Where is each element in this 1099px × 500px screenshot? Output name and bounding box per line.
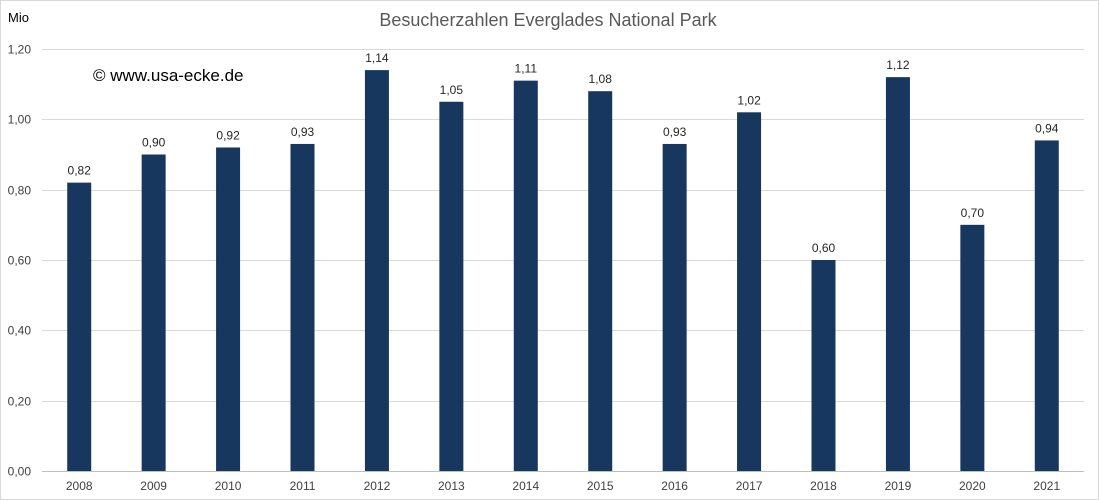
x-tick-label-2017: 2017 [736, 479, 763, 493]
bar-2013 [439, 101, 464, 471]
y-tick-label: 0,60 [8, 254, 32, 268]
data-label-2017: 1,02 [737, 93, 761, 107]
x-tick-label-2019: 2019 [885, 479, 912, 493]
data-labels: 0,82 0,90 0,92 0,93 1,14 1,05 1,11 1,08 0,93 1,02… [68, 51, 1059, 255]
x-tick-label-2015: 2015 [587, 479, 614, 493]
x-tick-label-2008: 2008 [66, 479, 93, 493]
x-tick-label-2020: 2020 [959, 479, 986, 493]
bar-2012 [364, 70, 389, 471]
bar-2014 [513, 80, 538, 472]
y-tick-label: 0,00 [8, 465, 32, 479]
y-axis-unit-label: Mio [8, 10, 29, 25]
data-label-2015: 1,08 [589, 72, 613, 86]
bar-2017 [737, 112, 762, 472]
data-label-2019: 1,12 [886, 58, 910, 72]
y-tick-label: 1,00 [8, 113, 32, 127]
y-axis-ticks: 0,00 0,20 0,40 0,60 0,80 1,00 1,20 [8, 43, 32, 479]
x-tick-label-2016: 2016 [661, 479, 688, 493]
data-label-2014: 1,11 [515, 62, 538, 76]
bar-2015 [588, 91, 613, 471]
watermark-text: © www.usa-ecke.de [93, 66, 243, 85]
bar-2008 [67, 182, 92, 471]
data-label-2018: 0,60 [812, 241, 836, 255]
bar-2009 [141, 154, 166, 471]
bar-2011 [290, 143, 315, 471]
x-tick-label-2010: 2010 [215, 479, 242, 493]
data-label-2010: 0,92 [216, 128, 240, 142]
bar-2016 [662, 143, 687, 471]
data-label-2020: 0,70 [961, 206, 985, 220]
y-tick-label: 1,20 [8, 43, 32, 57]
data-label-2016: 0,93 [663, 125, 687, 139]
x-tick-label-2013: 2013 [438, 479, 465, 493]
bars [67, 70, 1059, 472]
gridlines [42, 49, 1084, 472]
data-label-2011: 0,93 [291, 125, 315, 139]
y-tick-label: 0,40 [8, 324, 32, 338]
x-tick-label-2009: 2009 [140, 479, 167, 493]
x-tick-label-2011: 2011 [290, 479, 316, 493]
x-axis-ticks: 2008 2009 2010 2011 2012 2013 2014 2015 2016 2017… [66, 479, 1061, 493]
y-tick-label: 0,80 [8, 184, 32, 198]
x-tick-label-2012: 2012 [364, 479, 391, 493]
y-tick-label: 0,20 [8, 395, 32, 409]
data-label-2008: 0,82 [68, 164, 92, 178]
chart-title: Besucherzahlen Everglades National Park [379, 10, 717, 30]
bar-2019 [885, 77, 910, 471]
data-label-2021: 0,94 [1035, 121, 1059, 135]
data-label-2009: 0,90 [142, 136, 166, 150]
x-tick-label-2018: 2018 [810, 479, 837, 493]
bar-2020 [960, 224, 985, 471]
x-tick-label-2021: 2021 [1033, 479, 1060, 493]
bar-2021 [1034, 140, 1059, 471]
bar-2018 [811, 260, 836, 471]
x-tick-label-2014: 2014 [512, 479, 539, 493]
data-label-2013: 1,05 [440, 83, 464, 97]
data-label-2012: 1,14 [365, 51, 389, 65]
bar-2010 [216, 147, 241, 471]
